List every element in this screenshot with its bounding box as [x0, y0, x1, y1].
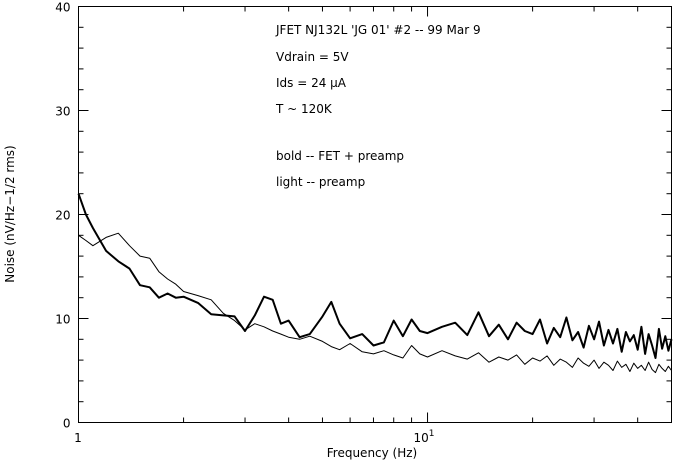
y-tick-label: 10: [55, 313, 70, 327]
series-line-light: [78, 232, 672, 374]
y-tick-label: 40: [55, 1, 70, 15]
x-axis-label: Frequency (Hz): [327, 446, 418, 460]
annotation-bold-legend: bold -- FET + preamp: [276, 149, 404, 163]
annotation-block: JFET NJ132L 'JG 01' #2 -- 99 Mar 9 Vdrai…: [275, 23, 481, 189]
x-tick-label-1: 1: [74, 431, 82, 445]
x-tick-label-10: 101: [413, 429, 434, 445]
series-group: [77, 193, 673, 374]
annotation-vdrain: Vdrain = 5V: [276, 50, 349, 64]
annotation-light-legend: light -- preamp: [276, 175, 365, 189]
axis-ticks: [78, 6, 672, 423]
annotation-title: JFET NJ132L 'JG 01' #2 -- 99 Mar 9: [275, 23, 481, 37]
annotation-temp: T ~ 120K: [275, 102, 333, 116]
y-tick-label: 20: [55, 209, 70, 223]
series-line-bold: [77, 193, 673, 359]
annotation-ids: Ids = 24 μA: [276, 76, 347, 90]
plot-frame: [78, 6, 672, 423]
y-tick-label: 0: [63, 417, 71, 431]
y-tick-labels: 0 10 20 30 40: [55, 1, 70, 431]
x-tick-label-10-exp: 1: [429, 429, 435, 439]
y-axis-label: Noise (nV/Hz−1/2 rms): [3, 145, 17, 283]
x-tick-label-10-base: 10: [413, 431, 428, 445]
y-tick-label: 30: [55, 105, 70, 119]
